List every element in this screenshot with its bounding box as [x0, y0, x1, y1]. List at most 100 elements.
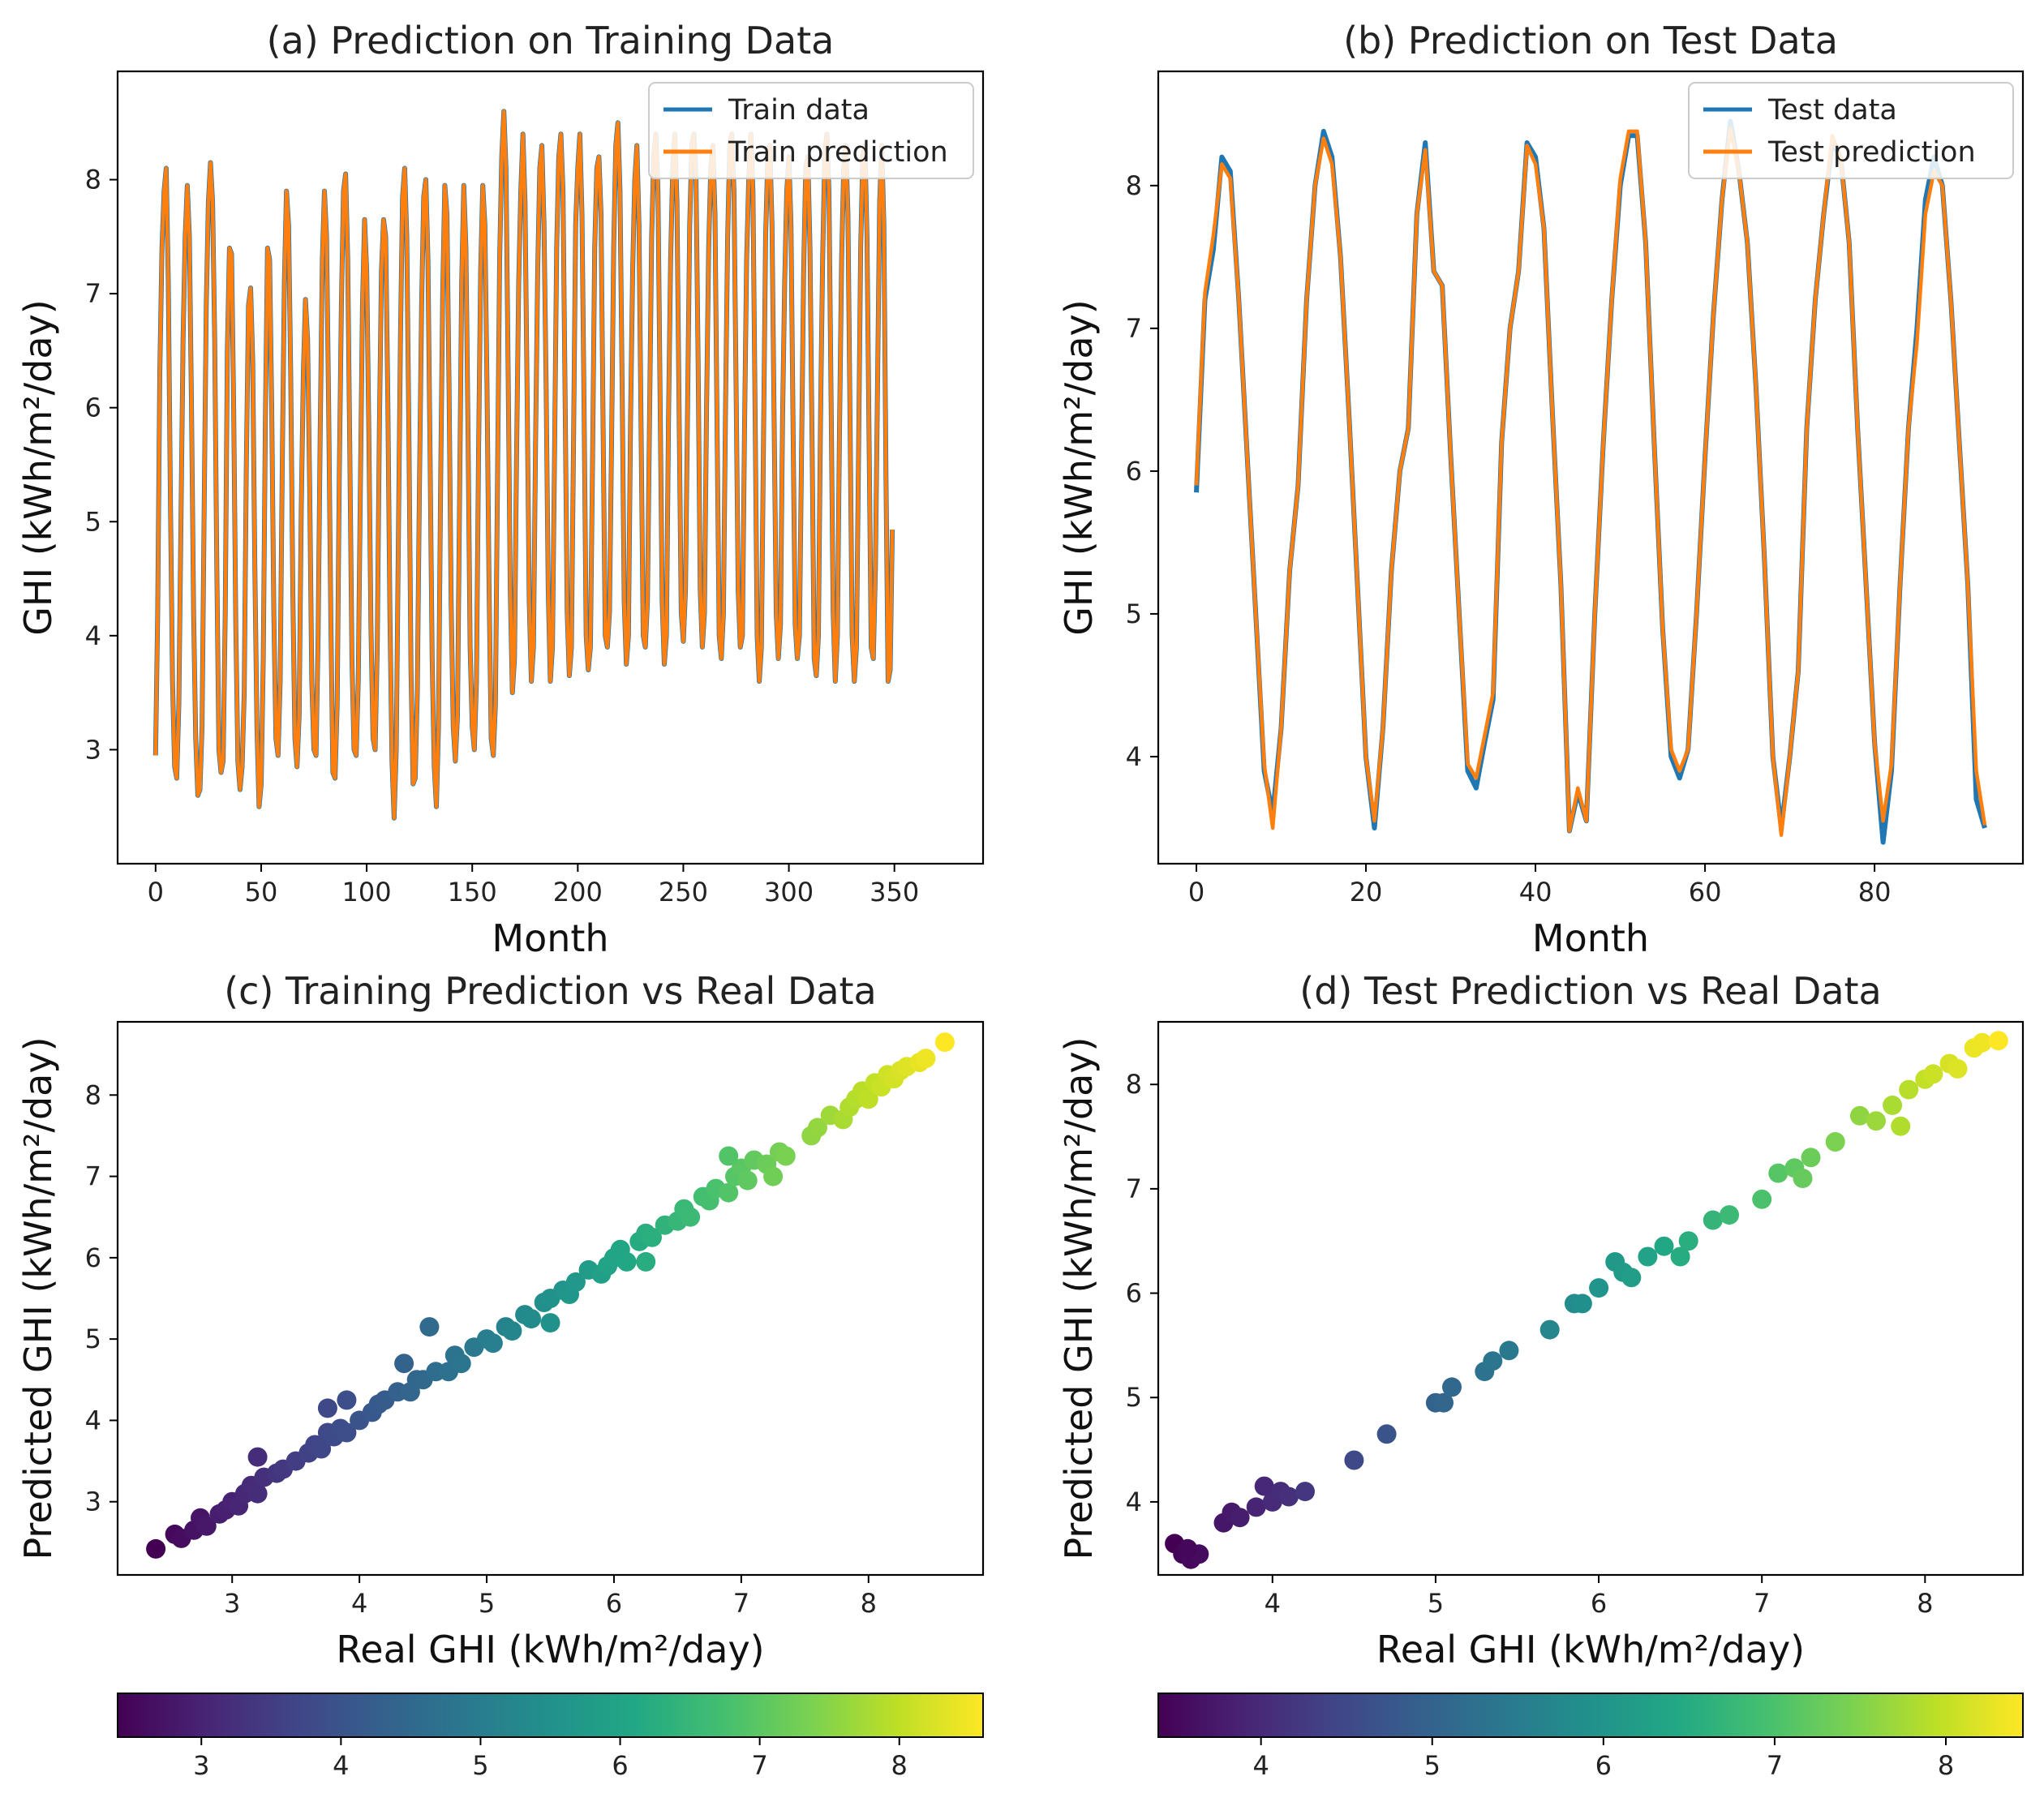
colorbar-tick-label: 6	[612, 1750, 628, 1781]
colorbar-tick-label: 7	[1767, 1750, 1783, 1781]
scatter-point	[681, 1207, 701, 1227]
scatter-point	[1988, 1031, 2008, 1051]
chart-title: (b) Prediction on Test Data	[1343, 19, 1838, 62]
scatter-point	[247, 1483, 268, 1504]
y-tick-label: 3	[85, 734, 101, 765]
scatter-point	[763, 1166, 784, 1186]
plot-frame	[1157, 70, 2025, 865]
scatter-point	[1254, 1476, 1274, 1496]
chart-c: (c) Training Prediction vs Real Data 3 4 5 6…	[16, 969, 985, 1781]
scatter-point	[1883, 1095, 1903, 1115]
y-tick-label: 6	[1126, 456, 1142, 487]
x-axis-label: Month	[1532, 916, 1649, 960]
scatter-point	[1793, 1169, 1813, 1188]
colorbar: 3 4 5 6 7 8	[117, 1693, 984, 1781]
scatter-point	[1539, 1319, 1560, 1340]
legend: Test data Test prediction	[1688, 82, 2014, 179]
scatter-point	[1752, 1189, 1772, 1209]
plot-frame	[116, 70, 985, 865]
scatter-point	[808, 1118, 827, 1138]
y-tick-label: 8	[85, 165, 101, 195]
y-tick-label: 5	[85, 506, 101, 537]
x-tick-label: 4	[351, 1588, 367, 1619]
y-tick-label: 4	[1126, 1487, 1142, 1517]
scatter-point	[1670, 1246, 1690, 1267]
x-tick-label: 8	[1917, 1588, 1933, 1619]
scatter-point	[419, 1317, 440, 1337]
x-tick-label: 8	[861, 1588, 877, 1619]
scatter-point	[540, 1313, 560, 1333]
scatter-point	[1442, 1377, 1462, 1397]
x-tick-label: 4	[1265, 1588, 1281, 1619]
x-tick-label: 150	[448, 877, 497, 907]
scatter-point	[311, 1439, 332, 1459]
y-tick-label: 6	[85, 393, 101, 423]
scatter-point	[1866, 1111, 1886, 1131]
x-tick-label: 40	[1519, 877, 1552, 907]
x-tick-label: 200	[553, 877, 603, 907]
x-axis-label: Real GHI (kWh/m²/day)	[336, 1628, 764, 1671]
scatter-point	[1572, 1294, 1592, 1314]
scatter-point	[1923, 1064, 1943, 1084]
y-tick-label: 7	[85, 278, 101, 309]
scatter-point	[337, 1390, 357, 1410]
scatter-point	[1344, 1450, 1364, 1470]
x-tick-label: 5	[479, 1588, 495, 1619]
y-tick-label: 6	[85, 1242, 101, 1273]
scatter-point	[394, 1354, 414, 1374]
colorbar-tick-label: 8	[891, 1750, 908, 1781]
scatter-point	[1972, 1032, 1992, 1053]
scatter-point	[1678, 1231, 1698, 1251]
y-tick-label: 3	[85, 1487, 101, 1517]
scatter-point	[1801, 1148, 1821, 1168]
colorbar-tick-label: 4	[333, 1750, 349, 1781]
x-tick-label: 7	[1754, 1588, 1770, 1619]
x-tick-label: 60	[1689, 877, 1722, 907]
scatter-point	[1589, 1278, 1609, 1298]
scatter-point	[337, 1422, 357, 1443]
y-tick-label: 8	[1126, 1069, 1142, 1100]
scatter-point	[616, 1251, 637, 1272]
legend-label: Test data	[1767, 94, 1897, 127]
chart-a: (a) Prediction on Training Data 0 50 100 150…	[16, 19, 985, 960]
scatter-point	[1621, 1268, 1642, 1288]
scatter-point	[636, 1251, 656, 1272]
legend-label: Train prediction	[728, 136, 948, 169]
scatter-point	[1947, 1058, 1968, 1079]
y-axis-label: Predicted GHI (kWh/m²/day)	[16, 1036, 60, 1560]
y-tick-label: 8	[85, 1079, 101, 1110]
chart-title: (a) Prediction on Training Data	[267, 19, 835, 62]
scatter-point	[1768, 1163, 1788, 1183]
scatter-point	[737, 1170, 758, 1191]
plot-frame	[1157, 1020, 2025, 1577]
y-tick-label: 4	[85, 620, 101, 651]
y-tick-label: 6	[1126, 1278, 1142, 1309]
x-tick-label: 7	[733, 1588, 749, 1619]
x-tick-label: 5	[1428, 1588, 1444, 1619]
scatter-point	[1720, 1205, 1739, 1225]
colorbar-tick-label: 6	[1595, 1750, 1612, 1781]
scatter-point	[1638, 1246, 1658, 1267]
legend-label: Train data	[728, 94, 870, 127]
colorbar-bar	[117, 1693, 984, 1738]
x-tick-label: 0	[1188, 877, 1204, 907]
chart-d: (d) Test Prediction vs Real Data 4 5 6 7 8 4 5 6…	[1057, 969, 2025, 1781]
y-tick-label: 7	[1126, 1173, 1142, 1204]
scatter-point	[317, 1398, 337, 1418]
scatter-point	[1849, 1105, 1870, 1126]
scatter-point	[1891, 1116, 1911, 1136]
scatter-point	[1825, 1132, 1845, 1152]
y-axis-label: GHI (kWh/m²/day)	[1057, 299, 1101, 635]
x-tick-label: 6	[1591, 1588, 1607, 1619]
x-tick-label: 80	[1858, 877, 1892, 907]
colorbar-tick-label: 5	[472, 1750, 488, 1781]
scatter-point	[719, 1146, 739, 1166]
series-line-1	[1194, 127, 1987, 838]
x-tick-label: 20	[1350, 877, 1383, 907]
x-tick-label: 250	[659, 877, 708, 907]
y-tick-label: 5	[1126, 1382, 1142, 1413]
x-axis-label: Month	[492, 916, 608, 960]
scatter-point	[775, 1146, 796, 1166]
scatter-point	[1483, 1351, 1503, 1371]
